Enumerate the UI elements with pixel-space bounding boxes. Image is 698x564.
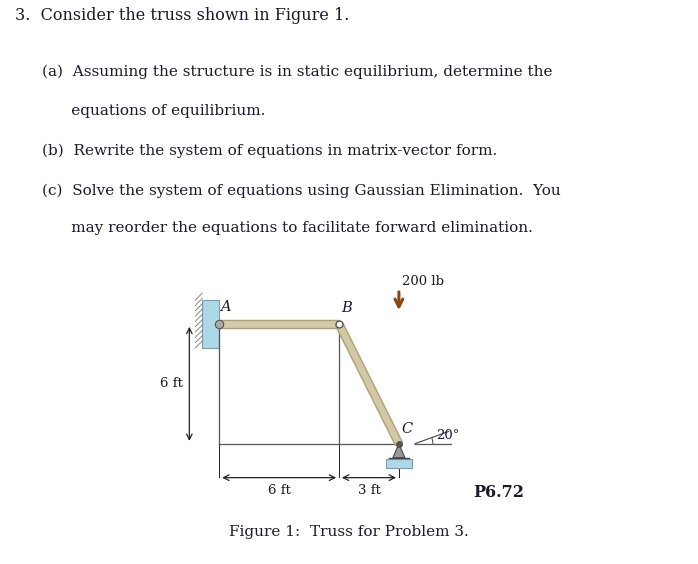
Text: P6.72: P6.72 — [473, 484, 524, 501]
Polygon shape — [336, 322, 402, 446]
Bar — [386, 459, 412, 468]
Text: 6 ft: 6 ft — [161, 377, 184, 390]
Text: A: A — [221, 300, 231, 314]
Polygon shape — [219, 320, 339, 328]
Text: Figure 1:  Truss for Problem 3.: Figure 1: Truss for Problem 3. — [229, 525, 469, 539]
Text: may reorder the equations to facilitate forward elimination.: may reorder the equations to facilitate … — [42, 221, 533, 235]
Text: (a)  Assuming the structure is in static equilibrium, determine the: (a) Assuming the structure is in static … — [42, 64, 552, 79]
Text: 3 ft: 3 ft — [357, 484, 380, 497]
Text: 20°: 20° — [436, 429, 459, 442]
Polygon shape — [393, 444, 405, 458]
Text: (b)  Rewrite the system of equations in matrix-vector form.: (b) Rewrite the system of equations in m… — [42, 144, 497, 158]
Text: 3.  Consider the truss shown in Figure 1.: 3. Consider the truss shown in Figure 1. — [15, 7, 350, 24]
Text: equations of equilibrium.: equations of equilibrium. — [42, 104, 265, 118]
Text: (c)  Solve the system of equations using Gaussian Elimination.  You: (c) Solve the system of equations using … — [42, 184, 560, 198]
Text: C: C — [402, 422, 413, 436]
Text: 200 lb: 200 lb — [402, 275, 444, 288]
Text: 6 ft: 6 ft — [268, 484, 290, 497]
Bar — [202, 300, 219, 348]
Text: B: B — [341, 301, 352, 315]
